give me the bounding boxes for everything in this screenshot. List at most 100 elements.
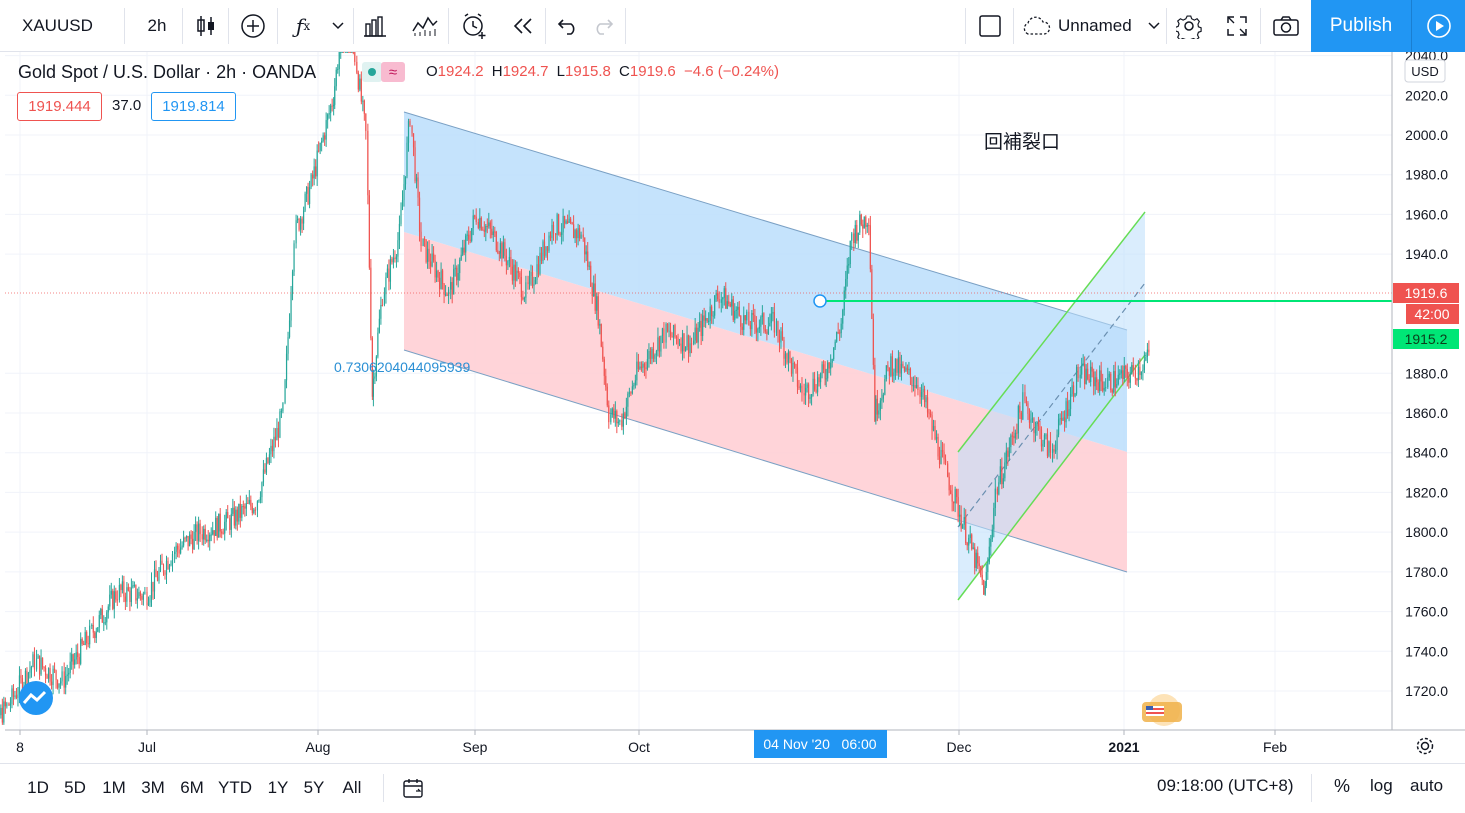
time-axis[interactable]: 8 Jul Aug Sep Oct Dec 2021 Feb xyxy=(16,730,1287,755)
symbol-search-button[interactable]: XAUUSD xyxy=(22,16,93,35)
candle-body xyxy=(1097,382,1099,392)
alert-add-icon[interactable] xyxy=(458,0,490,52)
market-status-icon[interactable] xyxy=(362,62,382,82)
candle-body xyxy=(411,125,413,134)
candle-body xyxy=(514,264,516,281)
interval-button[interactable]: 2h xyxy=(147,16,167,35)
redo-icon[interactable] xyxy=(588,0,618,52)
candle-body xyxy=(1014,432,1016,439)
candle-body xyxy=(258,500,260,502)
candle-body xyxy=(822,364,825,370)
candle-body xyxy=(417,177,419,198)
candle-body xyxy=(291,271,294,295)
candle-body xyxy=(1134,370,1136,379)
percent-scale-toggle[interactable]: % xyxy=(1334,776,1351,796)
log-scale-toggle[interactable]: log xyxy=(1370,776,1393,795)
candle-body xyxy=(288,320,291,338)
range-5y-button[interactable]: 5Y xyxy=(303,778,325,797)
range-1d-button[interactable]: 1D xyxy=(27,778,49,797)
candle-body xyxy=(437,270,439,278)
candle-body xyxy=(488,222,490,227)
layout-name-button[interactable]: Unnamed xyxy=(1020,0,1160,52)
candle-body xyxy=(767,326,769,334)
templates-icon[interactable] xyxy=(409,0,441,52)
candle-body xyxy=(216,517,218,538)
instrument-title[interactable]: Gold Spot / U.S. Dollar · 2h · OANDA xyxy=(18,61,317,82)
candle-body xyxy=(853,233,855,244)
compare-add-icon[interactable] xyxy=(238,0,268,52)
tradingview-logo-icon[interactable] xyxy=(19,681,53,715)
candle-body xyxy=(717,293,719,300)
currency-label[interactable]: USD xyxy=(1404,59,1446,83)
candle-body xyxy=(156,577,159,581)
auto-scale-toggle[interactable]: auto xyxy=(1410,776,1444,795)
axis-settings-gear-icon[interactable] xyxy=(1416,737,1434,755)
range-1m-button[interactable]: 1M xyxy=(102,778,126,797)
sell-bid-button[interactable]: 1919.444 xyxy=(17,92,102,121)
range-ytd-button[interactable]: YTD xyxy=(218,778,252,797)
publish-play-icon[interactable] xyxy=(1411,0,1465,52)
candle-body xyxy=(545,246,547,256)
go-to-date-calendar-icon[interactable] xyxy=(402,777,426,804)
toolbar-divider xyxy=(277,8,278,44)
timezone-clock-button[interactable]: 09:18:00 (UTC+8) xyxy=(1157,776,1294,795)
range-all-button[interactable]: All xyxy=(342,778,362,797)
undo-icon[interactable] xyxy=(553,0,583,52)
events-flag-icon[interactable] xyxy=(1142,694,1182,726)
candle-body xyxy=(649,350,652,359)
candle-body xyxy=(699,320,701,328)
data-problem-wave-icon[interactable]: ≈ xyxy=(381,62,405,82)
range-5d-button[interactable]: 5D xyxy=(64,778,86,797)
toolbar-divider xyxy=(1013,8,1014,44)
candle-body xyxy=(1040,429,1043,447)
candle-body xyxy=(766,331,768,334)
layout-select-icon[interactable] xyxy=(975,0,1005,52)
candle-body xyxy=(359,78,361,90)
financials-icon[interactable] xyxy=(361,0,391,52)
candle-body xyxy=(871,269,873,319)
candle-body xyxy=(777,321,779,336)
candle-body xyxy=(751,313,753,330)
publish-button[interactable]: Publish xyxy=(1311,0,1411,52)
price-chart[interactable]: 回補裂口 0.7306204044095939 2040.0 2020.0 2000… xyxy=(0,52,1465,763)
candle-body xyxy=(783,339,785,359)
candle-body xyxy=(806,384,808,388)
settings-gear-icon[interactable] xyxy=(1174,0,1204,52)
candle-body xyxy=(495,231,497,251)
candle-body xyxy=(781,331,784,340)
candle-body xyxy=(472,215,474,229)
candle-body xyxy=(984,585,986,595)
candle-body xyxy=(531,271,534,286)
candle-body xyxy=(177,545,179,550)
candles-style-icon[interactable] xyxy=(190,0,222,52)
candle-body xyxy=(337,69,339,71)
candle-body xyxy=(222,533,224,535)
fullscreen-icon[interactable] xyxy=(1222,0,1252,52)
candle-body xyxy=(928,412,930,414)
range-6m-button[interactable]: 6M xyxy=(180,778,204,797)
candle-body xyxy=(610,414,612,423)
candle-body xyxy=(58,683,60,688)
candle-body xyxy=(1001,466,1003,485)
candle-body xyxy=(362,100,364,102)
gap-fill-annotation[interactable]: 回補裂口 xyxy=(984,131,1060,153)
candle-body xyxy=(703,315,705,321)
candle-body xyxy=(457,273,459,281)
candle-body xyxy=(722,297,724,300)
candle-body xyxy=(510,256,512,267)
replay-rewind-icon[interactable] xyxy=(508,0,538,52)
candle-body xyxy=(471,228,473,241)
horizontal-ray-anchor-handle[interactable] xyxy=(813,294,827,308)
snapshot-camera-icon[interactable] xyxy=(1270,0,1302,52)
range-3m-button[interactable]: 3M xyxy=(141,778,165,797)
range-1y-button[interactable]: 1Y xyxy=(267,778,289,797)
indicators-chevron-down-icon[interactable] xyxy=(328,0,348,52)
candle-body xyxy=(331,105,333,107)
price-axis[interactable]: 2040.0 2020.0 2000.0 1980.0 1960.0 1940.0 1880… xyxy=(1405,52,1448,699)
buy-ask-button[interactable]: 1919.814 xyxy=(151,92,236,121)
candle-body xyxy=(511,266,513,281)
candle-body xyxy=(825,378,827,380)
chart-legend[interactable]: Gold Spot / U.S. Dollar · 2h · OANDA xyxy=(18,60,316,84)
candle-body xyxy=(624,413,626,418)
